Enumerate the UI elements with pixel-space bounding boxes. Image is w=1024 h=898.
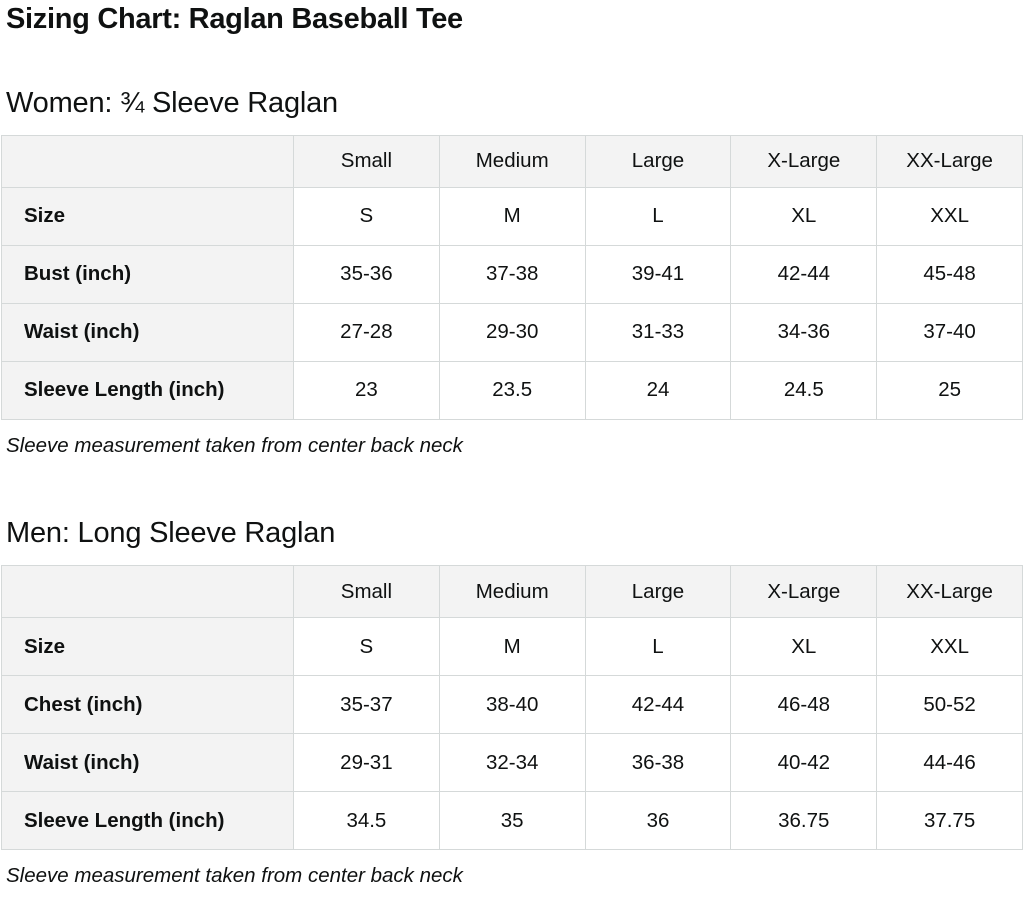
- table-row-size: Size S M L XL XXL: [1, 186, 1023, 246]
- cell: M: [438, 617, 586, 677]
- row-label: Waist (inch): [1, 302, 294, 362]
- cell: 23: [293, 360, 440, 420]
- table-row-waist: Waist (inch) 29-31 32-34 36-38 40-42 44-…: [1, 733, 1023, 793]
- table-header-row: Small Medium Large X-Large XX-Large: [1, 565, 1023, 619]
- cell: 42-44: [584, 675, 732, 735]
- table-row-waist: Waist (inch) 27-28 29-30 31-33 34-36 37-…: [1, 302, 1023, 362]
- sizing-table-women: Small Medium Large X-Large XX-Large Size…: [1, 134, 1023, 420]
- cell: 37-40: [876, 302, 1023, 362]
- cell: 46-48: [730, 675, 878, 735]
- cell: 29-30: [438, 302, 586, 362]
- row-label: Sleeve Length (inch): [1, 791, 294, 851]
- cell: 37-38: [438, 244, 586, 304]
- col-header-medium: Medium: [438, 565, 586, 619]
- cell: 34.5: [293, 791, 440, 851]
- table-header-row: Small Medium Large X-Large XX-Large: [1, 134, 1023, 188]
- table-row-bust: Bust (inch) 35-36 37-38 39-41 42-44 45-4…: [1, 244, 1023, 304]
- section-heading-women: Women: ¾ Sleeve Raglan: [6, 86, 338, 119]
- col-header-large: Large: [584, 565, 732, 619]
- cell: 39-41: [584, 244, 732, 304]
- cell: S: [293, 186, 440, 246]
- col-header-small: Small: [293, 134, 440, 188]
- row-label: Sleeve Length (inch): [1, 360, 294, 420]
- corner-cell: [1, 134, 294, 188]
- row-label: Bust (inch): [1, 244, 294, 304]
- col-header-medium: Medium: [438, 134, 586, 188]
- cell: 35-37: [293, 675, 440, 735]
- row-label: Chest (inch): [1, 675, 294, 735]
- row-label: Waist (inch): [1, 733, 294, 793]
- cell: 31-33: [584, 302, 732, 362]
- col-header-small: Small: [293, 565, 440, 619]
- cell: 29-31: [293, 733, 440, 793]
- cell: M: [438, 186, 586, 246]
- cell: 27-28: [293, 302, 440, 362]
- table-note-women: Sleeve measurement taken from center bac…: [6, 433, 463, 457]
- table-row-size: Size S M L XL XXL: [1, 617, 1023, 677]
- sizing-table-men: Small Medium Large X-Large XX-Large Size…: [1, 565, 1023, 851]
- col-header-x-large: X-Large: [730, 565, 878, 619]
- cell: 24.5: [730, 360, 878, 420]
- corner-cell: [1, 565, 294, 619]
- col-header-xx-large: XX-Large: [876, 134, 1023, 188]
- cell: 42-44: [730, 244, 878, 304]
- table-row-chest: Chest (inch) 35-37 38-40 42-44 46-48 50-…: [1, 675, 1023, 735]
- cell: L: [584, 186, 732, 246]
- cell: 36-38: [584, 733, 732, 793]
- table-row-sleeve-length: Sleeve Length (inch) 34.5 35 36 36.75 37…: [1, 791, 1023, 851]
- cell: 40-42: [730, 733, 878, 793]
- row-label: Size: [1, 617, 294, 677]
- row-label: Size: [1, 186, 294, 246]
- cell: XXL: [876, 186, 1023, 246]
- table-note-men: Sleeve measurement taken from center bac…: [6, 864, 463, 888]
- section-heading-men: Men: Long Sleeve Raglan: [6, 517, 336, 550]
- cell: XXL: [876, 617, 1023, 677]
- cell: 35: [438, 791, 586, 851]
- table-row-sleeve-length: Sleeve Length (inch) 23 23.5 24 24.5 25: [1, 360, 1023, 420]
- cell: 35-36: [293, 244, 440, 304]
- cell: 44-46: [876, 733, 1023, 793]
- cell: XL: [730, 617, 878, 677]
- cell: 24: [584, 360, 732, 420]
- col-header-large: Large: [584, 134, 732, 188]
- page-title: Sizing Chart: Raglan Baseball Tee: [6, 3, 463, 35]
- cell: 36.75: [730, 791, 878, 851]
- cell: 50-52: [876, 675, 1023, 735]
- cell: 23.5: [438, 360, 586, 420]
- cell: 34-36: [730, 302, 878, 362]
- cell: XL: [730, 186, 878, 246]
- cell: 32-34: [438, 733, 586, 793]
- cell: S: [293, 617, 440, 677]
- col-header-xx-large: XX-Large: [876, 565, 1023, 619]
- cell: L: [584, 617, 732, 677]
- col-header-x-large: X-Large: [730, 134, 878, 188]
- cell: 37.75: [876, 791, 1023, 851]
- cell: 38-40: [438, 675, 586, 735]
- cell: 45-48: [876, 244, 1023, 304]
- cell: 25: [876, 360, 1023, 420]
- cell: 36: [584, 791, 732, 851]
